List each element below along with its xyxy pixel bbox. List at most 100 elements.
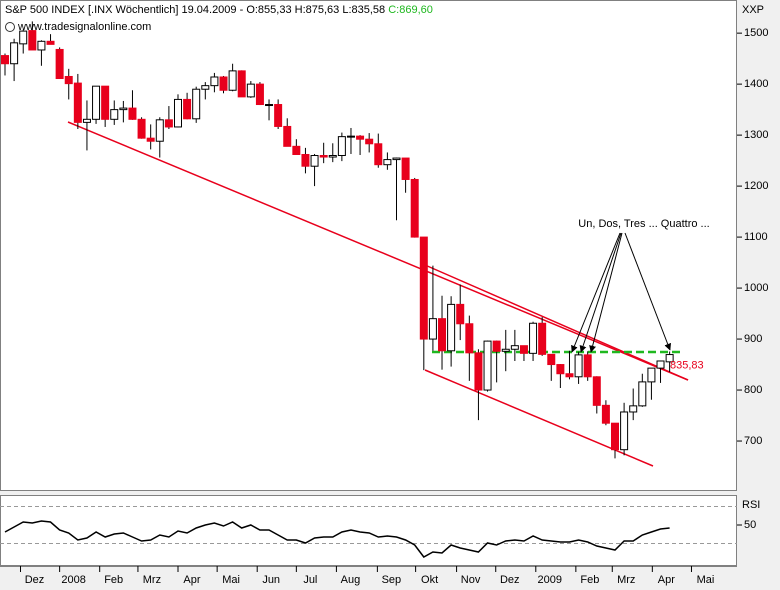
candle-body <box>155 119 164 142</box>
x-tick-label: Apr <box>183 574 200 586</box>
candle-body <box>574 354 583 378</box>
candle-body <box>183 98 192 120</box>
candle-body <box>55 48 64 80</box>
candle-body <box>64 75 73 85</box>
rsi-label: RSI <box>742 499 760 511</box>
x-tick-label: Aug <box>341 574 361 586</box>
trendline <box>67 121 689 381</box>
x-tick-label: Okt <box>421 574 438 586</box>
chart-title: S&P 500 INDEX [.INX Wöchentlich] 19.04.2… <box>5 4 433 16</box>
rsi-panel <box>0 495 737 566</box>
arrow <box>624 232 672 351</box>
candle-body <box>438 318 447 352</box>
candle-body <box>401 157 410 180</box>
y-tick-label: 900 <box>744 333 762 345</box>
candle-body <box>647 367 656 383</box>
candle-body <box>538 322 547 355</box>
candle-body <box>228 70 237 91</box>
candle-body <box>37 40 46 51</box>
candle-body <box>246 83 255 98</box>
candle-body <box>565 373 574 378</box>
candle-body <box>128 107 137 120</box>
candle-body <box>638 381 647 407</box>
x-tick-label: Dez <box>25 574 45 586</box>
candle-body <box>547 353 556 366</box>
candle-body <box>146 137 155 142</box>
y-tick-label: 1100 <box>744 231 768 243</box>
candle-body <box>292 145 301 155</box>
annotation: Un, Dos, Tres ... Quattro ... <box>578 218 709 230</box>
candle-body <box>265 104 274 107</box>
candle-body <box>483 340 492 391</box>
watermark-icon <box>5 22 15 32</box>
candle-body <box>620 411 629 451</box>
price-marker-label: 835,83 <box>670 360 704 372</box>
y-tick-label: 700 <box>744 435 762 447</box>
x-tick-label: 2008 <box>61 574 85 586</box>
candle-body <box>583 354 592 378</box>
candle-body <box>492 340 501 352</box>
candle-body <box>374 143 383 166</box>
candle-body <box>283 125 292 147</box>
candle-body <box>465 323 474 354</box>
y-tick-label: 1200 <box>744 180 768 192</box>
candle-body <box>219 76 228 91</box>
x-tick-label: Sep <box>382 574 402 586</box>
candle-body <box>73 82 82 123</box>
y-tick-label: 1000 <box>744 282 768 294</box>
y-tick-label: 1400 <box>744 78 768 90</box>
candle-body <box>173 98 182 128</box>
candle-body <box>501 348 510 352</box>
candle-body <box>510 345 519 350</box>
trendline <box>424 264 689 381</box>
y-tick-label: 1500 <box>744 27 768 39</box>
candle-body <box>529 322 538 354</box>
candle-body <box>1 55 10 65</box>
candle-body <box>301 153 310 167</box>
watermark: www.tradesignalonline.com <box>17 21 151 33</box>
y-tick-label: 1300 <box>744 129 768 141</box>
candle-body <box>46 40 55 45</box>
arrow <box>589 232 623 353</box>
candle-body <box>410 178 419 238</box>
candle-body <box>255 83 264 106</box>
x-tick-label: Apr <box>658 574 675 586</box>
y-axis-label: XXP <box>742 4 764 16</box>
x-tick-label: Jul <box>303 574 317 586</box>
rsi-line <box>4 520 670 558</box>
candle-body <box>119 107 128 111</box>
candle-body <box>456 303 465 325</box>
candle-body <box>164 119 173 128</box>
x-tick-label: Mai <box>222 574 240 586</box>
candle-body <box>28 30 37 51</box>
candle-body <box>556 364 565 375</box>
candle-body <box>392 157 401 161</box>
candle-body <box>310 155 319 167</box>
candle-body <box>656 360 665 369</box>
candle-body <box>428 318 437 340</box>
candle-body <box>447 303 456 352</box>
price-panel <box>0 0 737 491</box>
candle-body <box>419 236 428 340</box>
x-tick-label: Mrz <box>143 574 161 586</box>
candle-body <box>92 85 101 120</box>
y-tick-label: 800 <box>744 384 762 396</box>
title-close: C:869,60 <box>388 4 433 16</box>
x-tick-label: 2009 <box>538 574 562 586</box>
candle-body <box>237 70 246 98</box>
candle-body <box>383 159 392 166</box>
candle-body <box>201 85 210 90</box>
candle-body <box>629 405 638 413</box>
candle-body <box>474 352 483 391</box>
candle-body <box>192 88 201 120</box>
x-tick-label: Dez <box>500 574 520 586</box>
candle-body <box>328 155 337 158</box>
x-tick-label: Nov <box>461 574 481 586</box>
y-tick-label: 50 <box>744 519 756 531</box>
candle-body <box>101 85 110 120</box>
candle-body <box>611 422 620 451</box>
x-tick-label: Feb <box>104 574 123 586</box>
x-tick-label: Jun <box>262 574 280 586</box>
